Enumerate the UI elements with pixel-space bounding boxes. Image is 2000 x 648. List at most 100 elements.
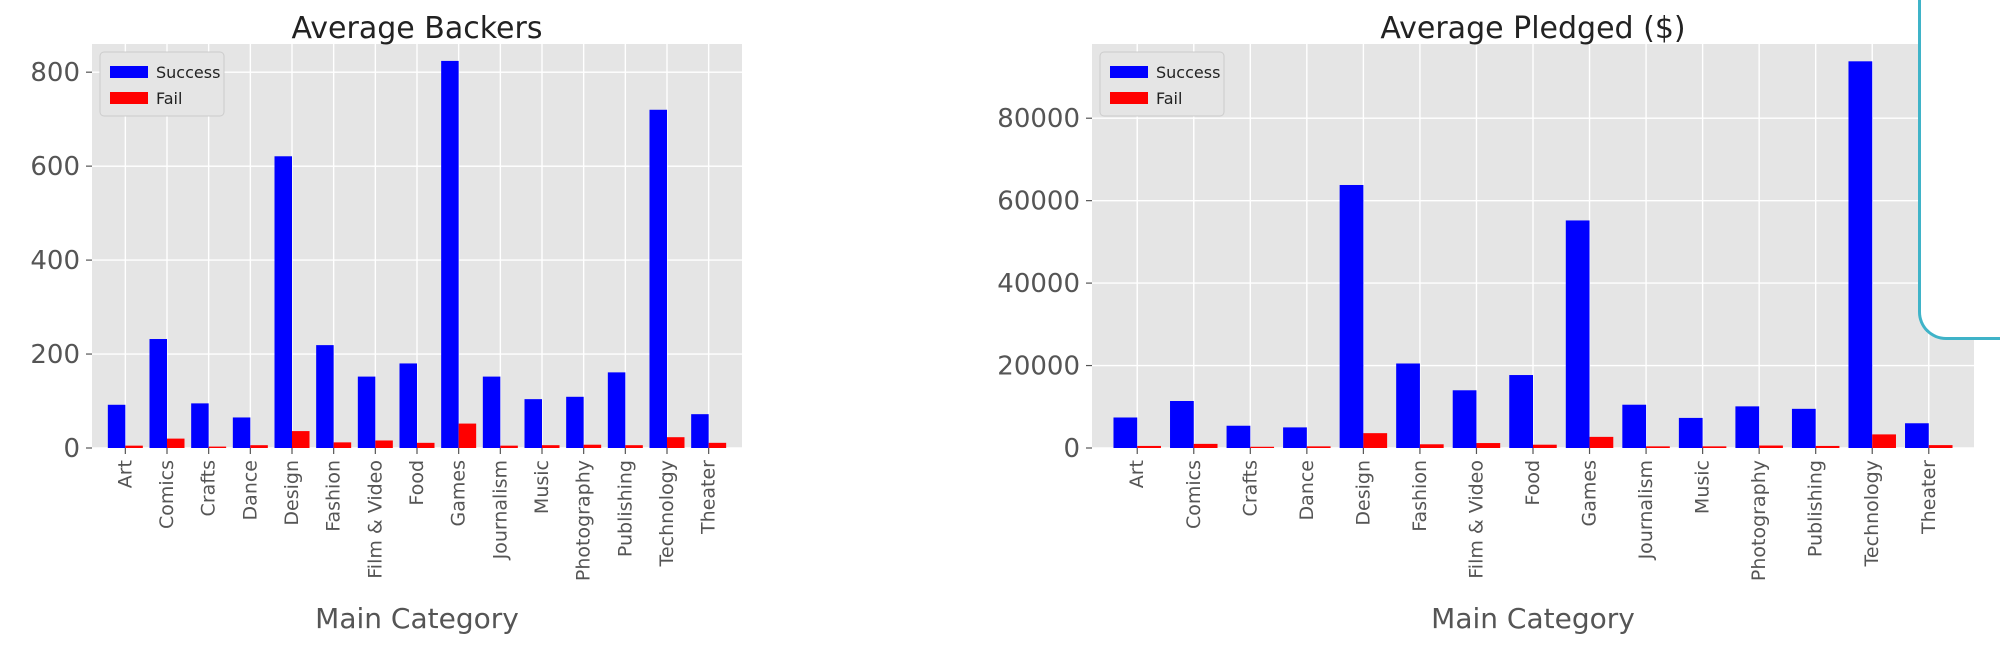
bar-fail-dance bbox=[1306, 446, 1331, 448]
x-tick-label: Music bbox=[1692, 460, 1714, 514]
x-tick-label: Fashion bbox=[323, 460, 345, 532]
x-tick-label: Film & Video bbox=[364, 460, 386, 579]
y-tick-label: 20000 bbox=[997, 352, 1080, 382]
bar-fail-film-video bbox=[375, 440, 393, 448]
bar-success-theater bbox=[691, 414, 709, 448]
x-tick-label: Games bbox=[448, 460, 470, 526]
bar-success-crafts bbox=[1226, 425, 1251, 448]
bar-success-dance bbox=[232, 417, 251, 448]
bar-fail-design bbox=[292, 431, 310, 448]
x-tick-label: Photography bbox=[573, 460, 595, 581]
bar-fail-music bbox=[1702, 446, 1727, 448]
bar-success-dance bbox=[1283, 427, 1307, 448]
bar-success-photography bbox=[566, 396, 584, 448]
bar-success-crafts bbox=[191, 403, 209, 448]
x-tick-label: Fashion bbox=[1409, 460, 1431, 532]
x-tick-label: Film & Video bbox=[1465, 460, 1487, 579]
y-tick-label: 600 bbox=[30, 152, 80, 182]
x-tick-label: Comics bbox=[1183, 460, 1205, 529]
bar-fail-photography bbox=[1759, 445, 1783, 448]
bar-success-design bbox=[1339, 184, 1364, 448]
bar-success-comics bbox=[149, 339, 167, 448]
bar-fail-music bbox=[542, 445, 560, 448]
legend-swatch-fail bbox=[1110, 92, 1148, 104]
bar-success-games bbox=[1565, 220, 1590, 448]
x-tick-label: Dance bbox=[1296, 460, 1318, 520]
x-tick-label: Technology bbox=[1861, 460, 1883, 567]
bar-fail-publishing bbox=[1815, 445, 1840, 448]
bar-success-food bbox=[399, 363, 417, 448]
bar-fail-comics bbox=[1193, 443, 1218, 448]
bar-success-photography bbox=[1735, 406, 1760, 448]
bar-fail-fashion bbox=[333, 442, 352, 448]
bar-fail-photography bbox=[583, 444, 602, 448]
bar-fail-design bbox=[1363, 433, 1388, 448]
bar-fail-theater bbox=[1928, 445, 1953, 448]
bar-success-film-video bbox=[357, 376, 376, 448]
bar-success-food bbox=[1509, 375, 1533, 448]
bar-fail-fashion bbox=[1419, 444, 1444, 448]
side-panel-decoration bbox=[1918, 0, 2000, 340]
y-tick-label: 40000 bbox=[997, 269, 1080, 299]
legend-label-success: Success bbox=[156, 63, 220, 82]
y-tick-label: 0 bbox=[63, 434, 80, 464]
x-tick-label: Publishing bbox=[614, 460, 636, 557]
x-tick-label: Crafts bbox=[1239, 460, 1261, 516]
x-tick-label: Games bbox=[1579, 460, 1601, 526]
bar-fail-technology bbox=[667, 437, 685, 448]
x-tick-label: Art bbox=[114, 460, 136, 488]
legend-label-fail: Fail bbox=[1156, 89, 1182, 108]
bar-success-art bbox=[1113, 417, 1138, 448]
bar-fail-dance bbox=[250, 445, 268, 448]
x-tick-label: Music bbox=[531, 460, 553, 514]
bar-fail-food bbox=[1533, 444, 1557, 448]
x-axis-label: Main Category bbox=[315, 602, 519, 635]
bar-fail-theater bbox=[708, 442, 727, 448]
legend-swatch-fail bbox=[110, 92, 148, 104]
x-axis-label: Main Category bbox=[1431, 602, 1635, 635]
bar-fail-comics bbox=[167, 438, 185, 448]
x-tick-label: Food bbox=[406, 460, 428, 506]
bar-fail-journalism bbox=[500, 445, 518, 448]
bar-fail-publishing bbox=[625, 445, 643, 448]
bar-success-music bbox=[524, 399, 542, 448]
x-tick-label: Art bbox=[1126, 460, 1148, 488]
bar-success-journalism bbox=[482, 376, 501, 448]
y-tick-label: 80000 bbox=[997, 104, 1080, 134]
bar-fail-technology bbox=[1872, 434, 1896, 448]
bar-success-design bbox=[274, 156, 292, 448]
bar-success-journalism bbox=[1622, 404, 1647, 448]
bar-fail-journalism bbox=[1646, 446, 1670, 448]
y-tick-label: 60000 bbox=[997, 187, 1080, 217]
x-tick-label: Technology bbox=[656, 460, 678, 567]
bar-success-comics bbox=[1170, 401, 1194, 448]
bar-success-technology bbox=[1848, 61, 1873, 449]
x-tick-label: Crafts bbox=[198, 460, 220, 516]
legend: Success Fail bbox=[1099, 51, 1225, 117]
x-tick-label: Journalism bbox=[489, 460, 511, 560]
y-tick-label: 400 bbox=[30, 246, 80, 276]
y-tick-label: 800 bbox=[30, 58, 80, 88]
bar-success-music bbox=[1678, 417, 1703, 448]
x-tick-label: Photography bbox=[1748, 460, 1770, 581]
x-tick-label: Publishing bbox=[1805, 460, 1827, 557]
x-tick-label: Design bbox=[1352, 460, 1374, 526]
legend-label-fail: Fail bbox=[156, 89, 182, 108]
y-tick-label: 0 bbox=[1063, 434, 1080, 464]
x-tick-label: Design bbox=[281, 460, 303, 526]
bar-fail-games bbox=[458, 423, 477, 448]
bar-success-fashion bbox=[1396, 363, 1420, 448]
legend: Success Fail bbox=[99, 51, 225, 117]
bar-fail-film-video bbox=[1476, 443, 1501, 448]
bar-fail-games bbox=[1589, 436, 1614, 448]
chart-title: Average Backers bbox=[292, 11, 543, 46]
bar-fail-crafts bbox=[208, 446, 227, 448]
x-tick-label: Theater bbox=[698, 460, 720, 535]
bar-fail-art bbox=[1137, 445, 1161, 448]
legend-swatch-success bbox=[110, 66, 148, 78]
legend-label-success: Success bbox=[1156, 63, 1220, 82]
bar-fail-art bbox=[125, 445, 143, 448]
legend-swatch-success bbox=[1110, 66, 1148, 78]
x-tick-label: Theater bbox=[1918, 460, 1940, 535]
